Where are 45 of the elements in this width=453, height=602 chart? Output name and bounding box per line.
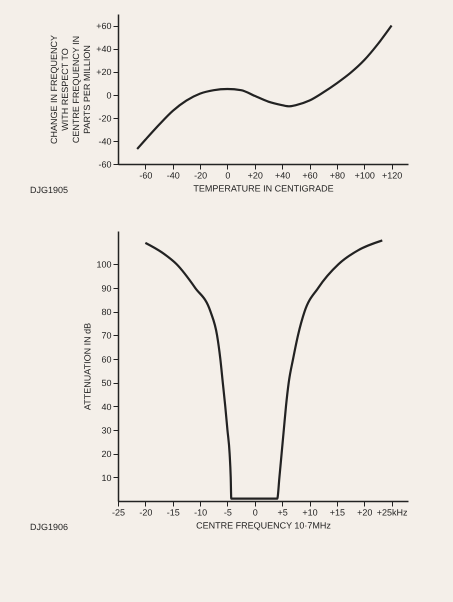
x-tick-label: +15 <box>330 508 346 518</box>
x-axis-title: CENTRE FREQUENCY 10·7MHz <box>196 520 332 530</box>
y-tick-label: -20 <box>98 113 112 124</box>
text: DJG1906 <box>30 522 68 532</box>
x-tick-label: -20 <box>139 508 152 518</box>
line-series <box>136 24 393 150</box>
x-tick-label: -25 <box>112 508 126 518</box>
x-tick-label: +25kHz <box>376 508 408 518</box>
x-tick-label: 0 <box>252 508 258 518</box>
x-tick-label: -15 <box>166 508 180 518</box>
y-tick-label: +60 <box>96 21 112 32</box>
y-tick-label: 90 <box>101 283 112 294</box>
x-tick-label: +100 <box>354 170 375 180</box>
y-tick-label: +40 <box>96 44 112 54</box>
y-axis-title: CHANGE IN FREQUENCY WITH RESPECT TO CENTRE FREQUENCY IN PARTS PER MILLION <box>49 34 92 144</box>
x-tick-label: -20 <box>194 170 208 180</box>
y-tick-label: -40 <box>98 136 112 146</box>
y-tick-label: 70 <box>101 330 112 341</box>
x-tick-label: -5 <box>224 508 232 518</box>
y-tick-label: 20 <box>101 449 112 460</box>
x-tick-label: +20 <box>357 508 372 518</box>
x-tick-label: +120 <box>382 170 402 180</box>
y-tick-label: 30 <box>101 425 112 436</box>
x-tick-label: +60 <box>302 170 318 180</box>
x-tick-label: +5 <box>278 508 288 518</box>
y-tick-label: -60 <box>98 160 112 170</box>
x-tick-label: +40 <box>275 170 290 180</box>
y-tick-label: +20 <box>96 67 112 78</box>
x-tick-label: -40 <box>166 170 180 180</box>
y-tick-label: 40 <box>101 402 112 412</box>
y-tick-label: 60 <box>101 354 112 364</box>
x-tick-label: +80 <box>330 170 346 180</box>
x-tick-label: +20 <box>248 170 263 180</box>
y-tick-label: 10 <box>101 472 112 483</box>
x-axis-title: TEMPERATURE IN CENTIGRADE <box>193 184 334 194</box>
text: DJG1905 <box>30 185 68 195</box>
y-tick-label: 80 <box>101 307 112 318</box>
x-tick-label: 0 <box>225 170 230 180</box>
y-axis-title: ATTENUATION IN dB <box>82 322 92 410</box>
y-tick-label: 100 <box>96 260 112 270</box>
y-tick-label: 0 <box>106 90 112 100</box>
x-tick-label: +10 <box>302 508 318 518</box>
x-tick-label: -10 <box>194 508 208 518</box>
y-tick-label: 50 <box>101 378 112 388</box>
x-tick-label: -60 <box>139 170 152 180</box>
